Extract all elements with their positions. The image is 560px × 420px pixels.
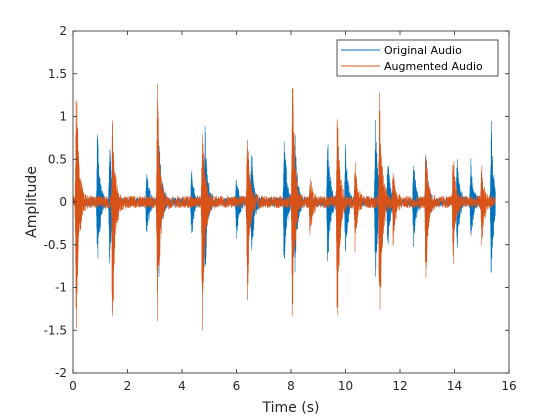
y-tick-label: 1 bbox=[59, 110, 67, 124]
x-tick-label: 16 bbox=[501, 379, 516, 393]
x-tick-label: 4 bbox=[178, 379, 186, 393]
x-tick-label: 14 bbox=[447, 379, 462, 393]
y-tick-label: -1 bbox=[55, 281, 67, 295]
x-tick-label: 8 bbox=[287, 379, 295, 393]
y-tick-label: 1.5 bbox=[48, 67, 67, 81]
series-layer bbox=[73, 84, 496, 331]
y-tick-label: 0.5 bbox=[48, 152, 67, 166]
legend-box bbox=[336, 39, 499, 77]
x-tick-label: 10 bbox=[338, 379, 353, 393]
x-axis-label: Time (s) bbox=[262, 400, 320, 416]
legend-label-augmented: Augmented Audio bbox=[384, 60, 483, 73]
y-tick-label: -0.5 bbox=[44, 238, 67, 252]
y-tick-label: 0 bbox=[59, 195, 67, 209]
x-tick-label: 2 bbox=[124, 379, 132, 393]
x-tick-label: 0 bbox=[69, 379, 77, 393]
y-tick-label: 2 bbox=[59, 24, 67, 38]
legend-label-original: Original Audio bbox=[384, 44, 462, 57]
x-tick-label: 12 bbox=[392, 379, 407, 393]
y-tick-label: -2 bbox=[55, 366, 67, 380]
y-axis-label: Amplitude bbox=[24, 166, 40, 238]
series-line-augmented-audio bbox=[73, 84, 496, 331]
ticks-layer: 0 2 4 6 8 10 12 14 16 2 1.5 1 0.5 0 -0.5 -1 -1.5 -2 bbox=[44, 24, 517, 393]
y-tick-label: -1.5 bbox=[44, 323, 67, 337]
legend: Original Audio Augmented Audio bbox=[336, 39, 499, 77]
x-tick-label: 6 bbox=[233, 379, 241, 393]
